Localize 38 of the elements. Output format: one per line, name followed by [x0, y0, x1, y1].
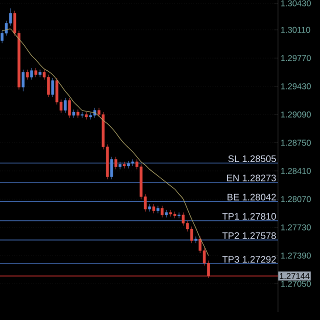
- candlestick: [110, 156, 114, 180]
- ref-line-label: TP1 1.27810: [222, 213, 276, 220]
- y-tick-label: 1.30430: [281, 0, 311, 6]
- y-tick-label: 1.30110: [281, 26, 310, 33]
- candlestick: [38, 69, 42, 78]
- ref-line-label: TP2 1.27578: [222, 232, 276, 239]
- candlestick: [160, 206, 164, 218]
- candlestick: [118, 162, 122, 170]
- candlestick: [68, 98, 71, 118]
- y-tick-label: 1.29430: [281, 83, 311, 90]
- candlestick: [34, 68, 38, 78]
- y-tick-label: 1.29090: [281, 112, 311, 118]
- candlestick: [22, 69, 25, 92]
- candlestick: [178, 212, 180, 218]
- ref-line-label: EN 1.28273: [227, 174, 276, 182]
- y-tick-label: 1.29770: [281, 55, 311, 62]
- ref-line-label: BE 1.28042: [228, 194, 276, 200]
- candlestick: [51, 78, 54, 98]
- candlestick: [30, 68, 34, 80]
- candlestick: [182, 212, 185, 226]
- candlestick: [93, 108, 96, 118]
- candlestick: [26, 69, 29, 80]
- ref-line-label: TP3 1.27292: [222, 256, 276, 263]
- y-tick-label: 1.27730: [281, 224, 311, 230]
- candlestick: [156, 206, 160, 214]
- candlestick: [152, 204, 156, 214]
- y-tick-label: 1.27390: [281, 252, 311, 259]
- ref-line-label: 1.27144: [280, 273, 310, 279]
- candlestick: [114, 156, 118, 170]
- y-tick-label: 1.28070: [281, 196, 311, 202]
- candlestick: [76, 109, 80, 118]
- ref-line-label: SL 1.28505: [228, 155, 276, 162]
- candlestick: [190, 226, 194, 244]
- y-tick-label: 1.28750: [281, 140, 311, 146]
- y-tick-label: 1.27050: [281, 280, 311, 287]
- candlestick: [64, 98, 67, 114]
- y-tick-label: 1.28410: [281, 168, 311, 174]
- candlestick: [148, 204, 151, 212]
